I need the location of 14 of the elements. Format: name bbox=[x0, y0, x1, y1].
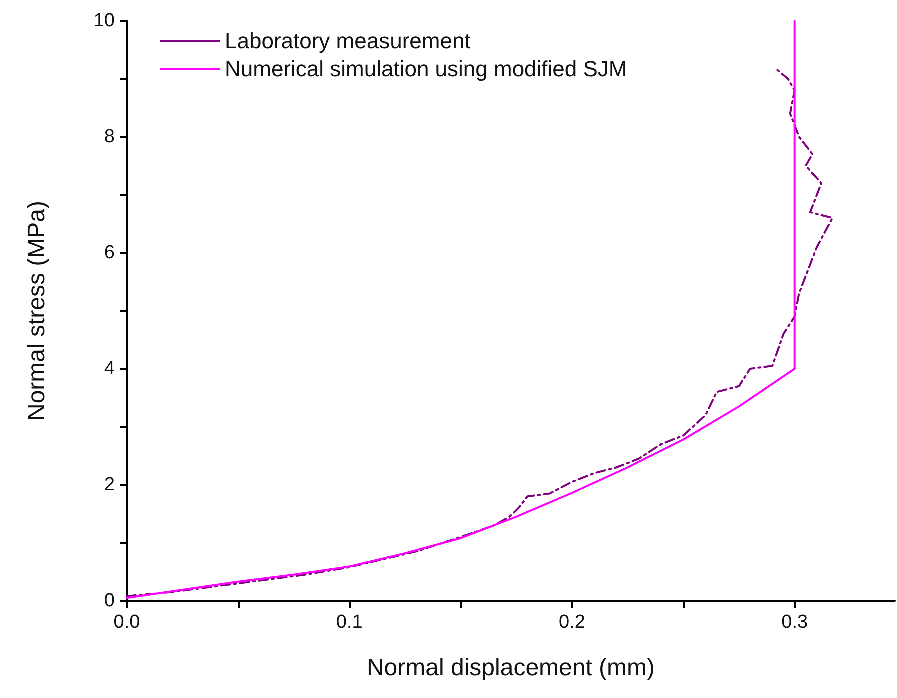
y-tick-label: 2 bbox=[104, 474, 115, 496]
x-axis-title: Normal displacement (mm) bbox=[366, 654, 656, 682]
x-tick-label: 0.0 bbox=[114, 612, 140, 633]
y-tick-label: 4 bbox=[104, 358, 116, 380]
y-tick-label: 0 bbox=[104, 590, 115, 612]
y-tick-label: 10 bbox=[94, 10, 115, 32]
x-tick-label: 0.3 bbox=[782, 612, 808, 633]
y-tick-label: 6 bbox=[104, 242, 115, 264]
x-tick-label: 0.1 bbox=[336, 612, 363, 633]
y-tick-label: 8 bbox=[104, 126, 115, 148]
legend-label: Laboratory measurement bbox=[225, 28, 471, 54]
legend-label: Numerical simulation using modified SJM bbox=[225, 56, 628, 82]
x-tick-label: 0.2 bbox=[559, 612, 586, 633]
y-axis-title: Normal stress (MPa) bbox=[24, 200, 50, 422]
